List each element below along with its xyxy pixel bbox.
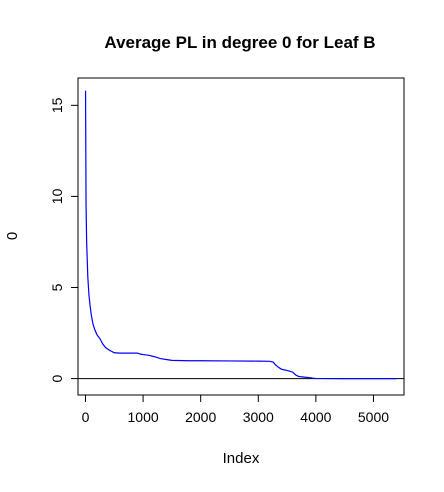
x-tick-label: 5000	[358, 409, 389, 425]
y-tick-label: 10	[49, 188, 65, 204]
chart-title: Average PL in degree 0 for Leaf B	[104, 33, 375, 52]
series-line	[84, 90, 397, 380]
series-layer	[84, 90, 397, 380]
y-tick-label: 15	[49, 97, 65, 113]
x-axis-label: Index	[223, 450, 260, 467]
y-tick-label: 5	[49, 283, 65, 291]
x-tick-label: 1000	[128, 409, 159, 425]
x-tick-label: 2000	[185, 409, 216, 425]
y-axis-label: 0	[4, 232, 21, 240]
x-axis: 0 1000 2000 3000 4000 5000	[82, 394, 389, 425]
y-axis: 0 5 10 15	[49, 97, 79, 383]
x-tick-label: 3000	[243, 409, 274, 425]
x-tick-label: 0	[82, 409, 90, 425]
y-tick-label: 0	[49, 375, 65, 383]
x-tick-label: 4000	[300, 409, 331, 425]
plot-frame	[77, 77, 405, 396]
